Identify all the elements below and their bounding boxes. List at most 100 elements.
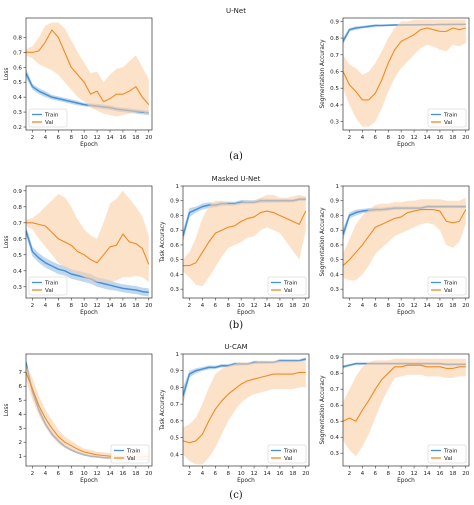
y-tick-label: 1: [175, 352, 179, 358]
line-val: [183, 210, 307, 267]
y-tick-label: 0.9: [170, 199, 179, 205]
x-tick-label: 14: [106, 303, 114, 309]
x-tick-label: 12: [411, 303, 418, 309]
chart-b-loss: 2 4 6 8 10 12 14 16 18 20 0.3 0.4 0.5 0.6 0.7 0.8 0.9 Epo…: [4, 185, 153, 316]
y-tick-label: 0.7: [170, 402, 179, 408]
x-axis-label: Epoch: [397, 478, 415, 484]
x-axis-label: Epoch: [80, 478, 98, 484]
x-tick-label: 18: [449, 135, 457, 141]
x-tick-label: 10: [81, 135, 89, 141]
x-tick-label: 18: [132, 471, 140, 477]
plot-frame: [342, 17, 470, 131]
x-tick-label: 18: [132, 135, 140, 141]
y-tick-label: 0.5: [13, 253, 22, 259]
y-tick-label: 0.7: [330, 387, 339, 393]
plot-area: [183, 357, 306, 465]
band-val: [26, 190, 149, 282]
x-tick-label: 4: [44, 471, 48, 477]
band-val: [26, 22, 149, 117]
y-tick-label: 0.4: [170, 272, 179, 278]
y-tick-label: 0.9: [330, 199, 339, 205]
x-tick-label: 20: [462, 303, 470, 309]
x-tick-label: 12: [94, 303, 101, 309]
x-tick-label: 20: [145, 303, 153, 309]
plot-frame: [342, 185, 470, 299]
x-axis-label: Epoch: [237, 310, 255, 316]
x-tick-label: 14: [263, 303, 271, 309]
y-tick-label: 0.3: [330, 451, 339, 457]
band-val: [343, 358, 466, 457]
caption-c: (c): [229, 490, 243, 501]
y-tick-label: 1: [175, 184, 179, 190]
row-title-a: U-Net: [226, 7, 246, 15]
y-tick-label: 0.5: [13, 80, 22, 86]
x-tick-label: 10: [398, 471, 406, 477]
x-tick-label: 10: [238, 471, 246, 477]
plot-frame: [25, 185, 153, 299]
x-tick-label: 18: [449, 303, 457, 309]
y-tick-label: 0.7: [330, 228, 339, 234]
y-tick-label: 2: [18, 440, 22, 446]
line-val: [343, 209, 467, 266]
chart-c-task: 2 4 6 8 10 12 14 16 18 20 0.4 0.5 0.6 0.7 0.8 0.9 1 Epoch…: [160, 352, 310, 484]
x-tick-label: 18: [449, 471, 457, 477]
legend-label-train: Train: [283, 281, 298, 287]
x-tick-label: 14: [106, 135, 114, 141]
x-tick-label: 14: [106, 471, 114, 477]
x-tick-label: 4: [201, 471, 205, 477]
x-tick-label: 2: [31, 303, 35, 309]
y-tick-label: 0.6: [170, 419, 179, 425]
band-train: [183, 357, 306, 405]
y-tick-label: 0.7: [330, 53, 339, 59]
y-tick-label: 0.6: [13, 65, 22, 71]
x-tick-label: 20: [145, 471, 153, 477]
y-tick-label: 0.9: [170, 369, 179, 375]
x-tick-label: 8: [69, 471, 73, 477]
legend-label-val: Val: [127, 456, 136, 462]
y-tick-label: 0.8: [330, 36, 339, 42]
x-tick-label: 6: [374, 471, 378, 477]
x-tick-label: 8: [386, 135, 390, 141]
band-val: [183, 360, 306, 465]
y-axis-label: Task Accuracy: [160, 389, 166, 431]
x-tick-label: 16: [436, 471, 444, 477]
y-tick-label: 0.5: [330, 258, 339, 264]
y-tick-label: 0.5: [170, 258, 179, 264]
y-tick-label: 0.3: [330, 120, 339, 126]
x-tick-label: 6: [374, 303, 378, 309]
legend-label-val: Val: [284, 288, 293, 294]
x-tick-label: 12: [94, 135, 101, 141]
y-axis-label: Loss: [4, 236, 10, 249]
y-tick-label: 0.4: [330, 435, 339, 441]
y-axis-label: Loss: [4, 68, 10, 81]
legend-label-val: Val: [45, 288, 54, 294]
line-val: [26, 222, 150, 265]
plot-area: [183, 194, 307, 287]
x-tick-label: 14: [423, 303, 431, 309]
x-tick-label: 4: [361, 471, 365, 477]
y-tick-label: 0.3: [13, 285, 22, 291]
y-tick-label: 0.4: [170, 452, 179, 458]
line-val: [183, 371, 306, 444]
y-tick-label: 5: [18, 398, 22, 404]
y-tick-label: 0.9: [330, 355, 339, 361]
x-tick-label: 10: [398, 303, 406, 309]
x-tick-label: 8: [226, 471, 230, 477]
legend-label-train: Train: [443, 113, 458, 119]
plot-frame: [182, 353, 310, 467]
x-axis-label: Epoch: [237, 478, 255, 484]
x-tick-label: 4: [361, 135, 365, 141]
y-tick-label: 1: [335, 184, 339, 190]
x-tick-label: 16: [436, 303, 444, 309]
x-tick-label: 8: [386, 471, 390, 477]
x-axis-label: Epoch: [80, 310, 98, 316]
x-tick-label: 12: [94, 471, 101, 477]
line-val: [343, 364, 466, 422]
y-tick-label: 6: [18, 384, 22, 390]
y-tick-label: 3: [18, 426, 22, 432]
x-tick-label: 2: [188, 471, 192, 477]
